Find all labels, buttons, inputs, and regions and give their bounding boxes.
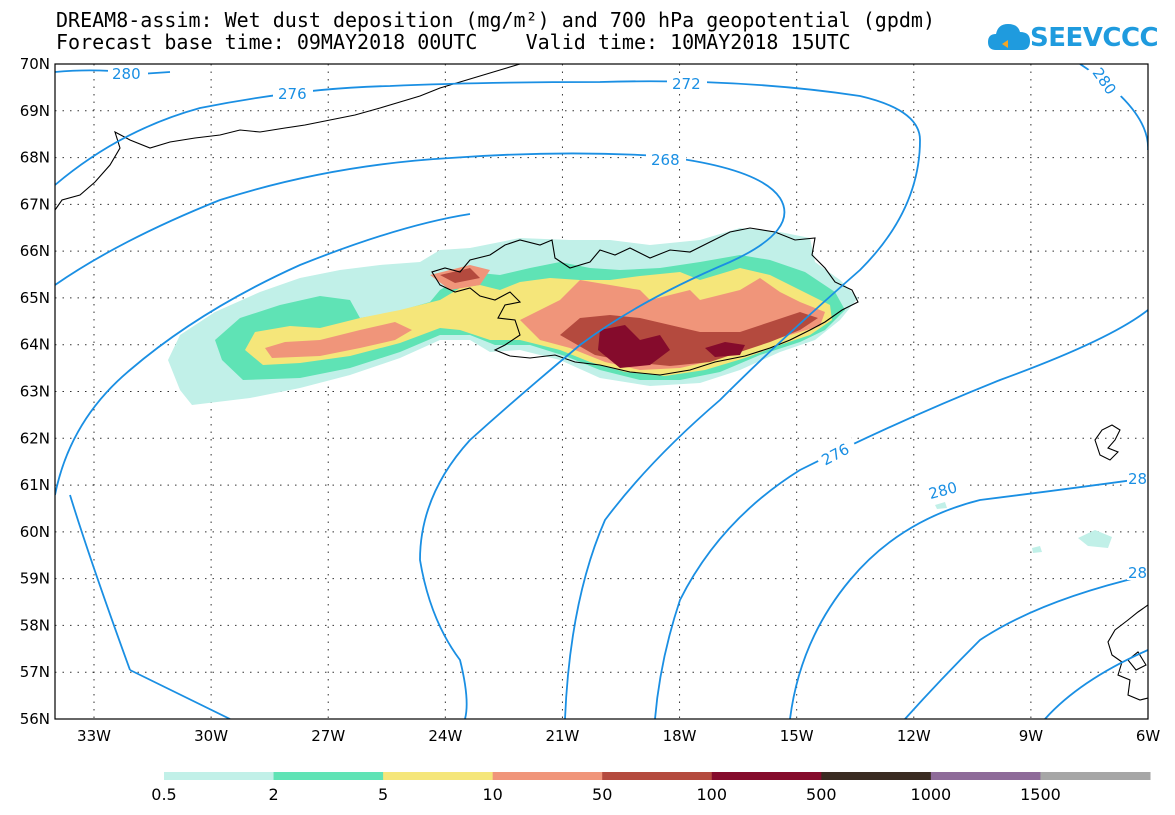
seevccc-logo: SEEVCCC	[988, 18, 1159, 58]
legend-label: 5	[378, 785, 389, 804]
legend-swatch	[821, 772, 932, 780]
legend-label: 10	[482, 785, 503, 804]
legend-label: 1000	[910, 785, 952, 804]
coastline-faroe	[1094, 424, 1121, 461]
lat-label: 64N	[20, 336, 50, 354]
legend-label: 50	[592, 785, 613, 804]
lat-label: 61N	[20, 476, 50, 494]
lon-label: 15W	[780, 727, 814, 745]
lat-label: 69N	[20, 102, 50, 120]
lon-label: 27W	[311, 727, 345, 745]
coastline-shetland	[1127, 651, 1147, 671]
lat-label: 58N	[20, 616, 50, 634]
dust-level-0.5-speck	[1032, 546, 1042, 553]
coastline-iceland	[431, 227, 859, 376]
lat-label: 63N	[20, 383, 50, 401]
contour-label-268: 268	[651, 151, 680, 169]
dust-deposition-field	[168, 228, 1112, 553]
lon-label: 30W	[194, 727, 228, 745]
lat-label: 66N	[20, 242, 50, 260]
plot-frame	[54, 63, 1149, 720]
dust-level-0.5-speck	[935, 502, 947, 509]
coastlines	[55, 64, 1148, 701]
map-title: DREAM8-assim: Wet dust deposition (mg/m²…	[56, 8, 935, 32]
logo-text: SEEVCCC	[1030, 23, 1159, 53]
dust-level-100	[598, 325, 670, 368]
dust-level-50	[440, 268, 480, 283]
legend-colorbar	[164, 772, 1151, 780]
longitude-labels: 33W 30W 27W 24W 21W 18W 15W 12W 9W 6W	[77, 727, 1160, 745]
lon-label: 24W	[428, 727, 462, 745]
legend-label: 2	[268, 785, 279, 804]
lat-label: 59N	[20, 570, 50, 588]
cloud-icon	[988, 24, 1030, 50]
legend-label: 100	[696, 785, 728, 804]
lon-label: 6W	[1136, 727, 1161, 745]
contour-label-272: 272	[672, 75, 701, 93]
legend-swatch	[602, 772, 713, 780]
legend-swatch	[383, 772, 494, 780]
lat-label: 56N	[20, 710, 50, 728]
legend-swatch	[273, 772, 384, 780]
legend-swatch	[711, 772, 822, 780]
legend-label: 0.5	[151, 785, 177, 804]
legend-label: 500	[806, 785, 837, 804]
legend-label: 1500	[1020, 785, 1061, 804]
contour-label-280: 280	[112, 65, 141, 83]
lat-label: 67N	[20, 195, 50, 213]
lon-label: 21W	[545, 727, 579, 745]
contour-label-28b: 28	[1128, 564, 1147, 582]
lat-label: 57N	[20, 663, 50, 681]
latitude-labels: 70N 69N 68N 67N 66N 65N 64N 63N 62N 61N 60N 59N 58N 5…	[20, 55, 50, 728]
dust-level-10	[265, 322, 412, 358]
lat-label: 60N	[20, 523, 50, 541]
legend-swatch	[164, 772, 275, 780]
lon-label: 33W	[77, 727, 111, 745]
lon-label: 18W	[663, 727, 697, 745]
lat-label: 62N	[20, 429, 50, 447]
legend-swatch	[1040, 772, 1151, 780]
lon-label: 9W	[1019, 727, 1044, 745]
lat-label: 70N	[20, 55, 50, 73]
legend-swatch	[930, 772, 1041, 780]
contour-label-276: 276	[278, 85, 307, 103]
contour-label-28a: 28	[1128, 470, 1147, 488]
lat-label: 68N	[20, 149, 50, 167]
lat-label: 65N	[20, 289, 50, 307]
map-subtitle: Forecast base time: 09MAY2018 00UTC Vali…	[56, 30, 851, 54]
legend-swatch	[492, 772, 603, 780]
coastline-greenland	[55, 64, 521, 211]
dust-level-0.5-speck	[1078, 530, 1112, 548]
dust-level-100	[705, 342, 745, 357]
lon-label: 12W	[897, 727, 931, 745]
coastline-scotland	[1107, 604, 1148, 701]
